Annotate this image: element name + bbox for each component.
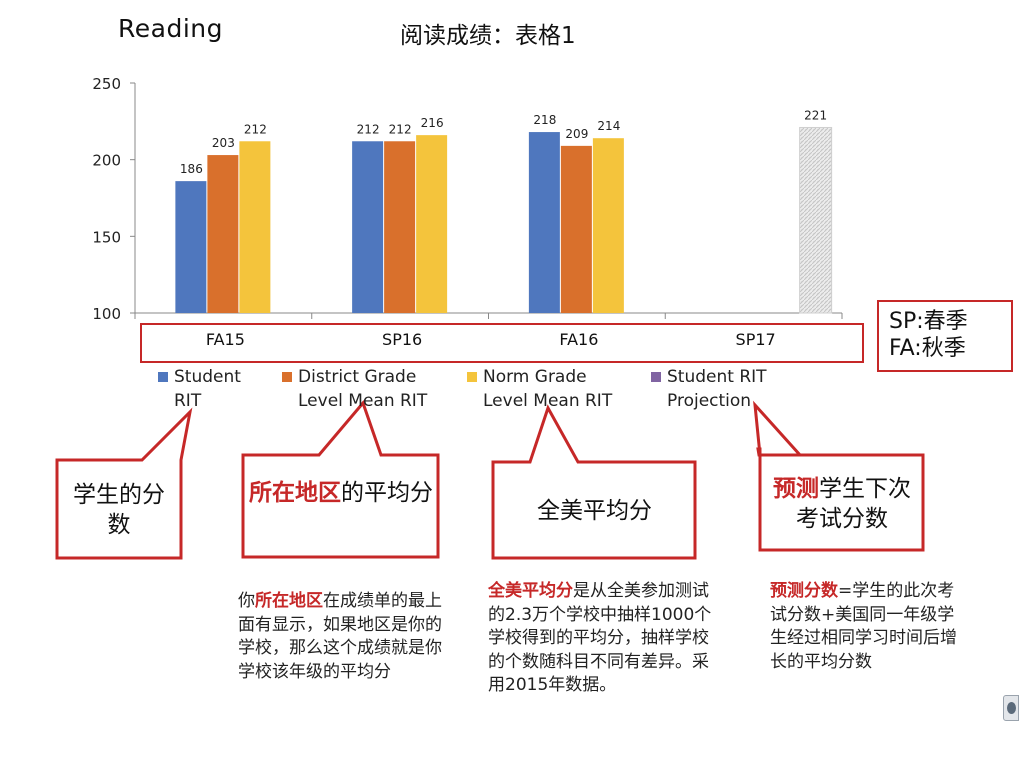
season-legend-sp: SP:春季 bbox=[889, 309, 968, 334]
legend-item-student-rit: Student RIT bbox=[158, 365, 241, 413]
bar-data-label: 209 bbox=[565, 127, 588, 141]
callout-bubble-student-score bbox=[55, 407, 193, 560]
bar bbox=[352, 141, 384, 313]
callout-rest-district: 的平均分 bbox=[341, 480, 433, 506]
bar bbox=[592, 138, 624, 313]
legend-item-norm-mean: Norm Grade Level Mean RIT bbox=[467, 365, 612, 413]
x-tick-label: SP17 bbox=[736, 330, 776, 349]
legend-item-district-mean: District Grade Level Mean RIT bbox=[282, 365, 427, 413]
callout-bubble-district-mean bbox=[241, 400, 440, 559]
callout-highlight-projection: 预测 bbox=[773, 476, 819, 502]
bar-data-label: 214 bbox=[597, 119, 620, 133]
legend-label-norm-mean: Norm Grade Level Mean RIT bbox=[483, 367, 613, 411]
bar-data-label: 203 bbox=[212, 136, 235, 150]
bar-data-label: 221 bbox=[804, 108, 827, 122]
legend-label-student-rit: Student RIT bbox=[174, 367, 241, 411]
x-tick-label: FA16 bbox=[559, 330, 598, 349]
callout-text-national-mean: 全美平均分 bbox=[537, 498, 652, 524]
callout-highlight-district: 所在地区 bbox=[249, 480, 341, 506]
note-district-mean: 你所在地区在成绩单的最上面有显示，如果地区是你的学校，那么这个成绩就是你学校该年… bbox=[238, 590, 443, 684]
bar bbox=[175, 181, 207, 313]
x-tick-label: FA15 bbox=[206, 330, 245, 349]
note-district-rest: 在成绩单的最上面有显示，如果地区是你的学校，那么这个成绩就是你学校该年级的平均分 bbox=[238, 591, 442, 682]
callout-rest-projection: 学生下次考试分数 bbox=[796, 476, 911, 532]
y-tick-label: 100 bbox=[92, 305, 121, 323]
note-national-mean: 全美平均分是从全美参加测试的2.3万个学校中抽样1000个学校得到的平均分，抽样… bbox=[488, 580, 720, 698]
bar bbox=[416, 135, 448, 313]
legend-swatch-projection bbox=[651, 372, 661, 382]
y-tick-label: 250 bbox=[92, 75, 121, 93]
bar-data-label: 212 bbox=[244, 122, 267, 136]
note-national-rest: 是从全美参加测试的2.3万个学校中抽样1000个学校得到的平均分，抽样学校的个数… bbox=[488, 581, 712, 695]
season-abbreviation-legend: SP:春季 FA:秋季 bbox=[877, 300, 1013, 372]
bar-data-label: 212 bbox=[357, 122, 380, 136]
legend-label-district-mean: District Grade Level Mean RIT bbox=[298, 367, 428, 411]
legend-swatch-district-mean bbox=[282, 372, 292, 382]
note-national-highlight: 全美平均分 bbox=[488, 581, 573, 601]
bar bbox=[239, 141, 271, 313]
callout-text-projection: 预测学生下次考试分数 bbox=[766, 474, 918, 534]
legend-item-projection: Student RIT Projection bbox=[651, 365, 767, 413]
bar bbox=[528, 132, 560, 313]
y-tick-label: 200 bbox=[92, 152, 121, 170]
bar-data-label: 216 bbox=[421, 116, 444, 130]
bar bbox=[207, 155, 239, 313]
bar-data-label: 212 bbox=[389, 122, 412, 136]
chart-title-chinese: 阅读成绩：表格1 bbox=[400, 23, 576, 49]
callout-text-student-score: 学生的分数 bbox=[73, 482, 165, 538]
y-tick-label: 150 bbox=[92, 228, 121, 246]
bar-data-label: 186 bbox=[180, 162, 203, 176]
callout-bubble-projection bbox=[753, 400, 925, 552]
legend-label-projection: Student RIT Projection bbox=[667, 367, 767, 411]
legend-swatch-norm-mean bbox=[467, 372, 477, 382]
legend-swatch-student-rit bbox=[158, 372, 168, 382]
note-district-pre: 你 bbox=[238, 591, 255, 611]
chart-title-english: Reading bbox=[118, 14, 223, 43]
note-projection-rest: =学生的此次考试分数+美国同一年级学生经过相同学习时间后增长的平均分数 bbox=[770, 581, 957, 672]
note-projection: 预测分数=学生的此次考试分数+美国同一年级学生经过相同学习时间后增长的平均分数 bbox=[770, 580, 970, 674]
bar bbox=[560, 145, 592, 313]
callout-bubble-national-mean bbox=[491, 404, 697, 560]
callout-text-district-mean: 所在地区的平均分 bbox=[247, 478, 435, 508]
bar bbox=[384, 141, 416, 313]
note-district-highlight: 所在地区 bbox=[255, 591, 323, 611]
bar-projection bbox=[799, 126, 833, 314]
bar-data-label: 218 bbox=[533, 113, 556, 127]
season-legend-fa: FA:秋季 bbox=[889, 336, 966, 361]
x-tick-label: SP16 bbox=[382, 330, 422, 349]
corner-app-icon bbox=[1003, 695, 1019, 721]
season-axis-highlight-box bbox=[140, 323, 864, 363]
note-projection-highlight: 预测分数 bbox=[770, 581, 838, 601]
